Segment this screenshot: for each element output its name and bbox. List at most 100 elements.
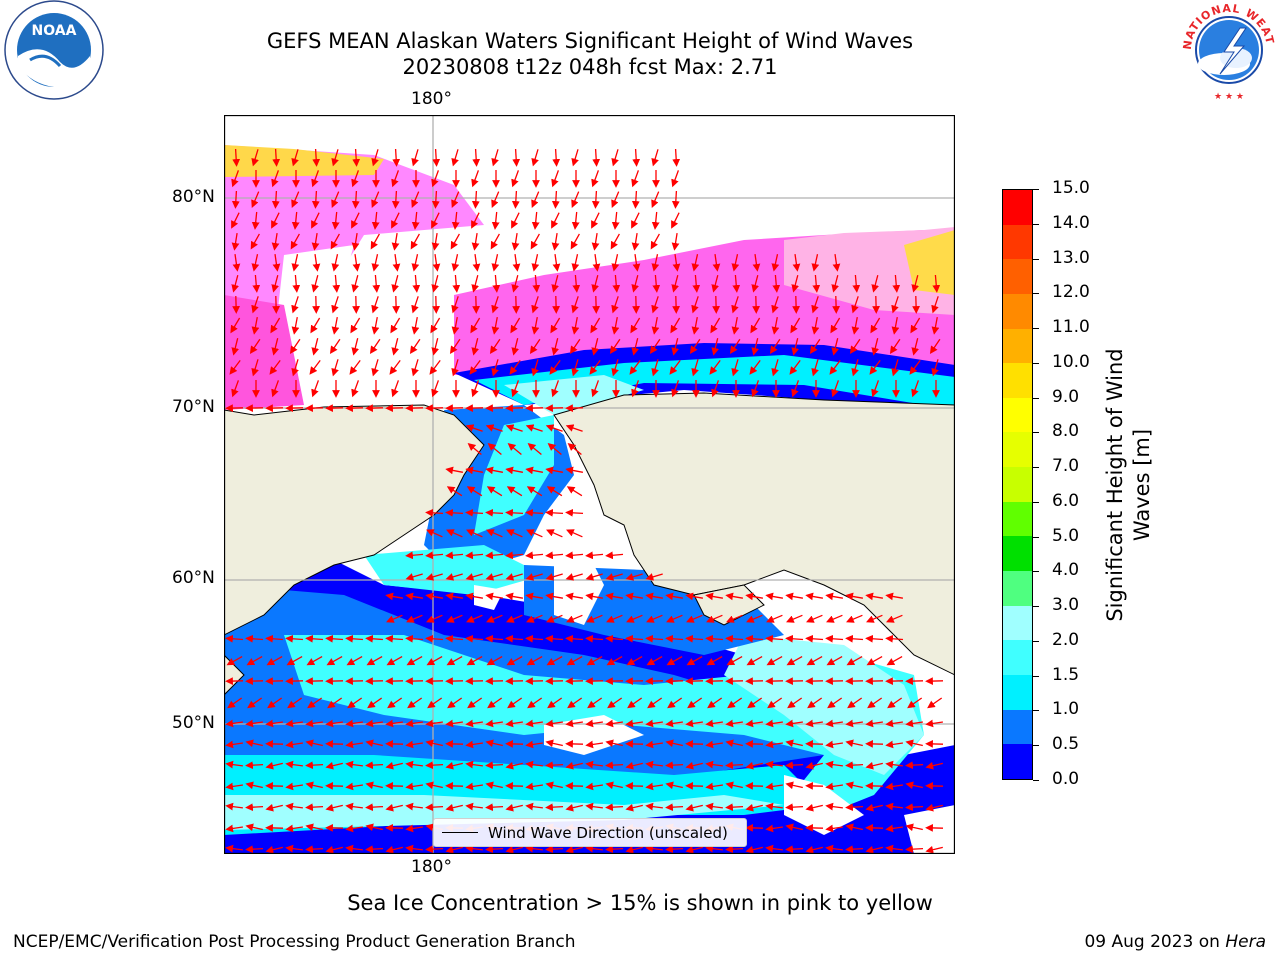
wind-wave-arrow [485,781,503,790]
wind-wave-arrow [245,634,264,643]
wind-wave-arrow [831,275,839,293]
wind-wave-arrow [925,803,943,812]
wind-wave-arrow [406,656,423,666]
wind-wave-arrow [585,592,604,601]
wind-wave-arrow [626,656,643,666]
wind-wave-arrow [651,191,660,208]
wind-wave-arrow [645,802,663,811]
wind-wave-arrow [932,274,941,293]
wind-wave-arrow [345,634,364,643]
wind-wave-arrow [245,845,264,854]
wind-wave-arrow [650,233,660,250]
wind-wave-arrow [766,656,783,666]
wind-wave-arrow [365,845,384,854]
wind-wave-arrow [885,760,903,769]
wind-wave-arrow [526,486,543,497]
wind-wave-arrow [725,739,743,748]
wind-wave-arrow [825,802,843,811]
wind-wave-arrow [285,740,303,749]
wind-wave-arrow [525,740,543,749]
wind-wave-arrow [605,719,623,728]
wind-wave-arrow [745,761,763,770]
wind-wave-arrow [811,359,819,377]
wind-wave-arrow [525,551,544,560]
wind-wave-arrow [465,466,484,475]
wind-wave-arrow [509,360,521,375]
wind-wave-arrow [609,338,621,355]
colorbar-tick-label: 11.0 [1052,317,1090,338]
wind-wave-arrow [451,149,459,167]
wind-wave-arrow [265,634,284,643]
wind-wave-arrow [505,634,524,643]
wind-wave-arrow [272,254,281,272]
wind-wave-arrow [765,740,783,749]
wind-wave-arrow [345,740,363,749]
colorbar-segment [1003,259,1032,294]
wind-wave-arrow [545,466,564,475]
wind-wave-arrow [451,191,460,208]
lon-label-bottom: 180° [411,857,452,877]
colorbar-tick-label: 1.0 [1052,699,1080,720]
wind-wave-arrow [632,254,641,272]
wind-wave-arrow [545,719,563,728]
wind-wave-arrow [786,656,803,666]
wind-wave-arrow [591,275,599,293]
wind-wave-arrow [805,592,824,601]
noaa-logo: NOAA [4,0,104,100]
wind-wave-arrow [785,761,804,770]
wind-wave-arrow [686,614,703,623]
wind-wave-arrow [671,170,680,188]
colorbar-tick-label: 10.0 [1052,351,1090,372]
wind-wave-arrow [631,212,640,229]
wind-wave-arrow [225,740,243,749]
wind-wave-arrow [305,781,323,790]
wind-wave-arrow [245,803,264,812]
wind-wave-arrow [931,359,939,377]
wind-wave-arrow [245,761,264,770]
wind-wave-arrow [425,803,444,812]
colorbar-segment [1003,674,1032,710]
wind-wave-arrow [865,803,883,812]
wind-wave-arrow [492,274,501,293]
wind-wave-arrow [831,338,840,356]
wind-wave-arrow [846,614,863,623]
wind-wave-arrow [386,656,403,666]
wind-wave-arrow [625,573,643,581]
wind-wave-arrow [485,761,504,770]
colorbar-label: Significant Height of Wind Waves [m] [1102,275,1158,695]
colorbar-tick-label: 5.0 [1052,525,1080,546]
wind-wave-arrow [691,254,700,272]
colorbar-tick-mark [1033,432,1039,434]
wind-wave-arrow [791,275,799,293]
wind-wave-arrow [346,656,363,666]
wind-wave-arrow [385,845,403,854]
wind-wave-arrow [909,360,921,375]
wind-wave-arrow [646,614,663,623]
legend-line-swatch [442,832,478,833]
wind-wave-arrow [569,338,581,355]
wind-wave-arrow [645,634,664,643]
wind-wave-arrow [765,782,783,791]
wind-wave-arrow [570,233,580,250]
wind-wave-arrow [611,149,619,167]
wind-wave-arrow [565,719,583,728]
wind-wave-arrow [345,782,363,791]
wind-wave-arrow [826,656,843,666]
wind-wave-arrow [489,338,501,355]
wind-wave-arrow [725,781,743,790]
wind-wave-arrow [625,719,643,728]
wind-wave-arrow [765,802,783,811]
colorbar-segment [1003,397,1032,433]
wind-wave-arrow [445,551,464,560]
colorbar-tick-label: 0.0 [1052,769,1080,789]
wind-wave-arrow [325,803,343,812]
wind-wave-arrow [411,191,420,208]
wind-wave-arrow [865,592,884,601]
wind-wave-arrow [671,190,680,209]
wind-wave-arrow [285,824,303,833]
wind-wave-arrow [229,360,241,375]
wind-wave-arrow [505,719,523,728]
wind-wave-arrow [429,360,441,375]
wind-wave-arrow [405,634,424,643]
wind-wave-arrow [270,317,281,334]
